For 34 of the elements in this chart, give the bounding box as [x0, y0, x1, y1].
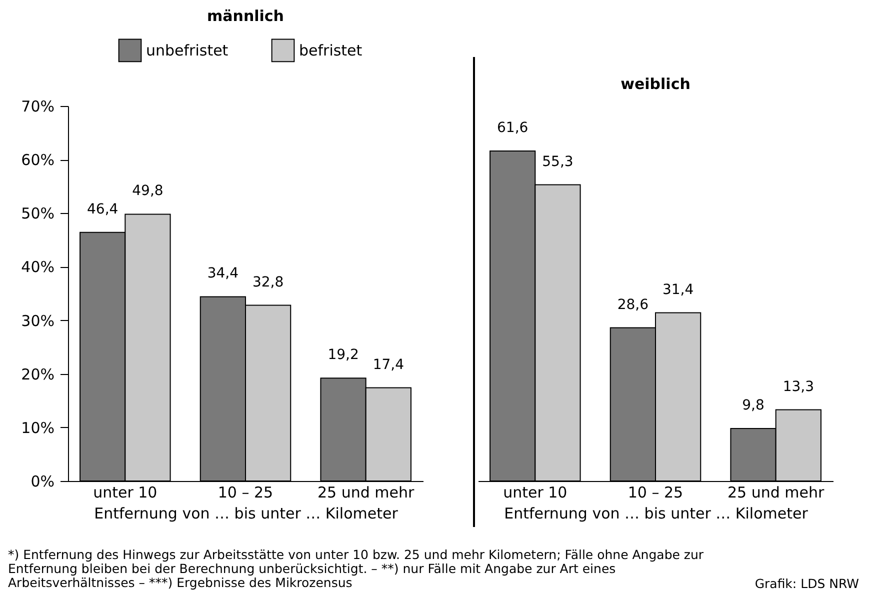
data-label: 34,4 [207, 266, 239, 282]
x-tick-label: unter 10 [503, 484, 568, 502]
data-label: 61,6 [497, 120, 528, 136]
chart-title: weiblich [620, 75, 690, 93]
y-tick-label: 20% [21, 365, 54, 384]
text: Grafik: LDS NRW [754, 576, 859, 591]
data-label: 19,2 [328, 347, 359, 364]
y-tick-label: 10% [21, 418, 54, 437]
x-axis-title: Entfernung von … bis unter … Kilometer [504, 504, 809, 522]
y-tick-label: 60% [21, 151, 54, 170]
legend-label: befristet [299, 41, 362, 60]
y-tick-label: 0% [30, 472, 54, 490]
y-tick-label: 70% [21, 98, 54, 116]
x-axis-title: Entfernung von … bis unter … Kilometer [94, 504, 399, 522]
data-label: 55,3 [542, 154, 574, 170]
text: *) Entfernung des Hinwegs zur Arbeitsstätte von unter 10 bzw. 25 und mehr Kilometern; Fälle ohne Angabe zur Entfernung bleiben bei der Berechnung unberücksichtigt. – **) nur Fälle mit Angabe zur Art eines Arbeitsverhältnisses – ***) Ergebnisse des Mikrozensus [8, 547, 704, 590]
y-tick-label: 40% [21, 258, 54, 276]
x-tick-label: 25 und mehr [317, 484, 415, 502]
chart-title: männlich [207, 7, 284, 25]
data-label: 13,3 [782, 378, 814, 395]
data-label: 49,8 [132, 183, 164, 200]
data-label: 17,4 [372, 356, 404, 373]
x-tick-label: 10 – 25 [218, 484, 274, 502]
data-label: 31,4 [662, 282, 694, 298]
legend-label: unbefristet [146, 41, 228, 60]
data-label: 9,8 [742, 398, 764, 414]
data-label: 46,4 [87, 201, 118, 218]
x-tick-label: unter 10 [93, 484, 158, 502]
x-tick-label: 10 – 25 [628, 484, 684, 502]
data-label: 32,8 [252, 274, 284, 290]
x-tick-label: 25 und mehr [727, 484, 825, 502]
y-tick-label: 50% [21, 204, 54, 223]
y-tick-label: 30% [21, 312, 54, 330]
data-label: 28,6 [617, 296, 649, 313]
